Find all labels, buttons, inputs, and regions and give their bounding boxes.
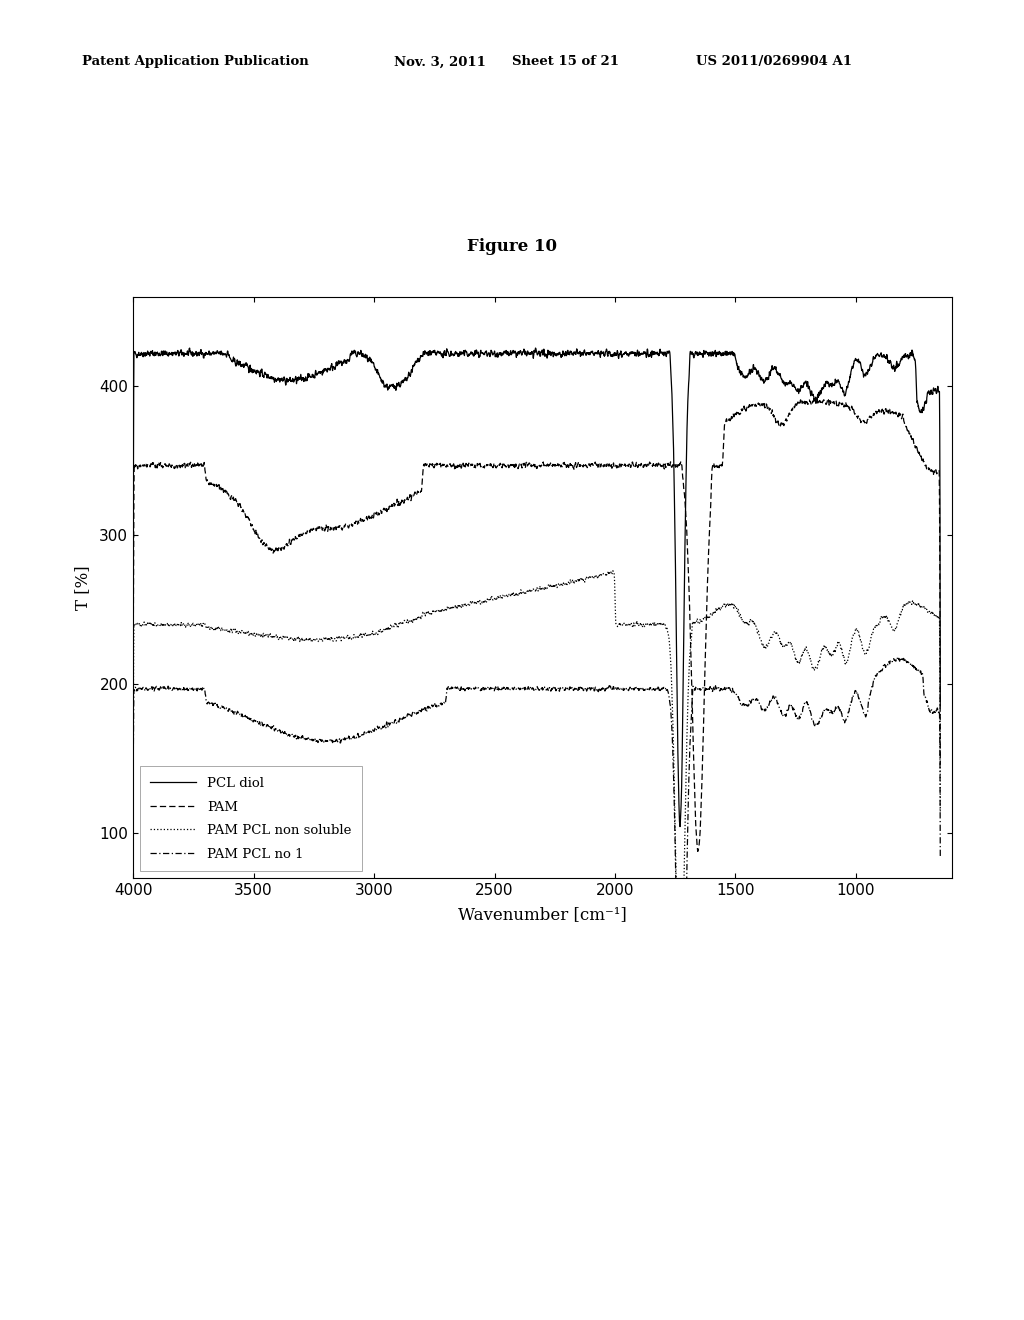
Y-axis label: T [%]: T [%]: [74, 565, 91, 610]
PAM: [691, 843, 703, 859]
PCL diol: [471, 346, 483, 362]
Text: US 2011/0269904 A1: US 2011/0269904 A1: [696, 55, 852, 69]
PAM PCL non soluble: [674, 1001, 686, 1016]
PAM: [267, 545, 280, 561]
PAM PCL no 1: [934, 849, 946, 865]
PAM PCL no 1: [919, 689, 931, 705]
PAM: [471, 457, 483, 473]
PCL diol: [219, 346, 231, 362]
Text: Patent Application Publication: Patent Application Publication: [82, 55, 308, 69]
Legend: PCL diol, PAM, PAM PCL non soluble, PAM PCL no 1: PCL diol, PAM, PAM PCL non soluble, PAM …: [139, 767, 361, 871]
PAM PCL no 1: [675, 1096, 687, 1111]
Line: PAM: PAM: [133, 399, 940, 851]
PAM PCL no 1: [436, 696, 449, 711]
PAM: [831, 396, 844, 412]
PAM: [219, 483, 231, 499]
PAM: [127, 755, 139, 771]
PCL diol: [127, 681, 139, 697]
PAM PCL non soluble: [436, 602, 449, 618]
PCL diol: [674, 818, 686, 834]
PCL diol: [919, 395, 931, 411]
Text: Sheet 15 of 21: Sheet 15 of 21: [512, 55, 618, 69]
PAM: [919, 457, 931, 473]
PCL diol: [831, 372, 844, 388]
PCL diol: [529, 341, 542, 356]
PAM PCL no 1: [127, 836, 139, 851]
PCL diol: [934, 698, 946, 714]
PCL diol: [436, 350, 449, 366]
Text: Figure 10: Figure 10: [467, 238, 557, 255]
PCL diol: [267, 370, 280, 385]
X-axis label: Wavenumber [cm⁻¹]: Wavenumber [cm⁻¹]: [459, 906, 627, 923]
PAM PCL non soluble: [471, 594, 483, 610]
Line: PAM PCL non soluble: PAM PCL non soluble: [133, 570, 940, 1008]
PAM PCL no 1: [219, 700, 231, 715]
PAM PCL non soluble: [606, 562, 618, 578]
PAM PCL no 1: [891, 649, 903, 665]
PAM PCL non soluble: [831, 635, 844, 651]
PAM: [811, 391, 823, 407]
Line: PCL diol: PCL diol: [133, 348, 940, 826]
PAM PCL non soluble: [219, 622, 231, 638]
Text: Nov. 3, 2011: Nov. 3, 2011: [394, 55, 486, 69]
PAM PCL non soluble: [267, 628, 280, 644]
PAM PCL no 1: [831, 698, 844, 714]
PAM PCL no 1: [267, 719, 280, 735]
PAM PCL non soluble: [127, 808, 139, 824]
PAM PCL no 1: [471, 680, 483, 696]
PAM PCL non soluble: [919, 599, 931, 615]
PAM: [934, 756, 946, 772]
PAM PCL non soluble: [934, 804, 946, 820]
Line: PAM PCL no 1: PAM PCL no 1: [133, 657, 940, 1104]
PAM: [436, 457, 449, 473]
